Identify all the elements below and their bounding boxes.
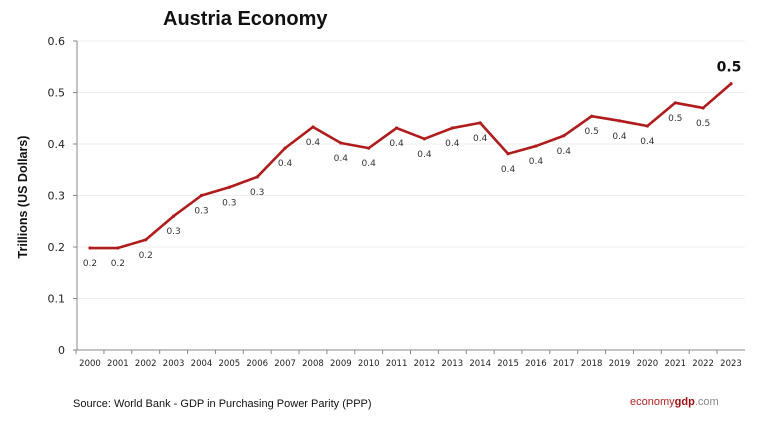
y-tick-label: 0.2 [48, 241, 66, 254]
y-tick-label: 0.3 [48, 190, 66, 203]
data-point [729, 82, 733, 86]
data-label: 0.4 [640, 137, 655, 147]
data-label: 0.4 [362, 159, 377, 169]
x-tick-label: 2005 [219, 359, 241, 369]
data-label: 0.3 [166, 227, 180, 237]
x-tick-label: 2012 [414, 359, 436, 369]
data-point [199, 193, 204, 198]
data-label: 0.4 [389, 139, 404, 149]
source-note: Source: World Bank - GDP in Purchasing P… [73, 398, 372, 410]
x-tick-label: 2003 [163, 359, 185, 369]
data-point [116, 246, 120, 250]
data-point [562, 134, 566, 138]
data-point [255, 175, 259, 179]
data-label: 0.4 [501, 165, 516, 175]
data-point [144, 238, 148, 242]
brand-logo: economygdp.com [630, 396, 719, 408]
data-point [701, 106, 705, 110]
data-point [283, 146, 287, 150]
series-line [90, 82, 732, 250]
y-tick-label: 0.5 [48, 87, 66, 100]
x-tick-label: 2014 [469, 359, 491, 369]
data-point [673, 101, 677, 105]
data-point [478, 121, 482, 125]
data-label: 0.5 [696, 119, 710, 129]
data-point [645, 124, 649, 128]
y-tick-label: 0.6 [48, 35, 66, 48]
data-label: 0.4 [473, 134, 488, 144]
x-tick-label: 2006 [246, 359, 268, 369]
data-point [534, 144, 538, 148]
x-tick-label: 2004 [191, 359, 213, 369]
brand-part-2: gdp [674, 396, 695, 408]
x-tick-label: 2019 [609, 359, 631, 369]
y-tick-label: 0 [58, 344, 65, 357]
x-tick-label: 2023 [720, 359, 742, 369]
data-label: 0.3 [194, 207, 208, 217]
x-tick-label: 2009 [330, 359, 352, 369]
x-tick-label: 2016 [525, 359, 547, 369]
y-tick-label: 0.1 [48, 293, 66, 306]
x-tick-label: 2001 [107, 359, 129, 369]
data-label: 0.3 [250, 188, 264, 198]
chart-title: Austria Economy [163, 8, 328, 30]
data-label: 0.4 [334, 154, 349, 164]
data-point [311, 125, 315, 129]
data-point [617, 119, 622, 123]
data-point [450, 126, 454, 130]
data-point [367, 146, 371, 150]
x-tick-label: 2000 [79, 359, 101, 369]
y-tick-label: 0.4 [48, 138, 66, 151]
data-label: 0.5 [584, 127, 598, 137]
data-label: 0.4 [417, 150, 432, 160]
data-point [88, 246, 92, 250]
x-tick-label: 2008 [302, 359, 324, 369]
x-tick-label: 2010 [358, 359, 380, 369]
x-tick-label: 2007 [274, 359, 296, 369]
data-label: 0.2 [83, 259, 97, 269]
data-label: 0.5 [717, 60, 742, 76]
data-point [422, 137, 427, 141]
data-point [172, 214, 176, 218]
brand-part-1: economy [630, 396, 675, 408]
x-tick-label: 2002 [135, 359, 157, 369]
x-tick-label: 2015 [497, 359, 519, 369]
data-label: 0.4 [278, 159, 293, 169]
data-label: 0.2 [111, 259, 125, 269]
x-tick-label: 2017 [553, 359, 575, 369]
data-label: 0.4 [612, 132, 627, 142]
data-point [339, 141, 343, 145]
x-tick-label: 2011 [386, 359, 408, 369]
data-label: 0.4 [529, 157, 544, 167]
x-tick-label: 2021 [664, 359, 686, 369]
x-tick-label: 2013 [441, 359, 463, 369]
x-tick-label: 2022 [692, 359, 714, 369]
x-tick-label: 2018 [581, 359, 603, 369]
data-point [506, 152, 510, 156]
x-tick-label: 2020 [637, 359, 659, 369]
data-label: 0.4 [445, 139, 460, 149]
data-point [227, 185, 231, 189]
data-label: 0.5 [668, 114, 682, 124]
data-label: 0.4 [306, 138, 321, 148]
data-label: 0.3 [222, 198, 236, 208]
data-label: 0.2 [139, 251, 153, 261]
brand-part-3: .com [694, 396, 719, 408]
data-point [394, 126, 399, 130]
data-point [590, 114, 594, 118]
data-label: 0.4 [557, 147, 572, 157]
